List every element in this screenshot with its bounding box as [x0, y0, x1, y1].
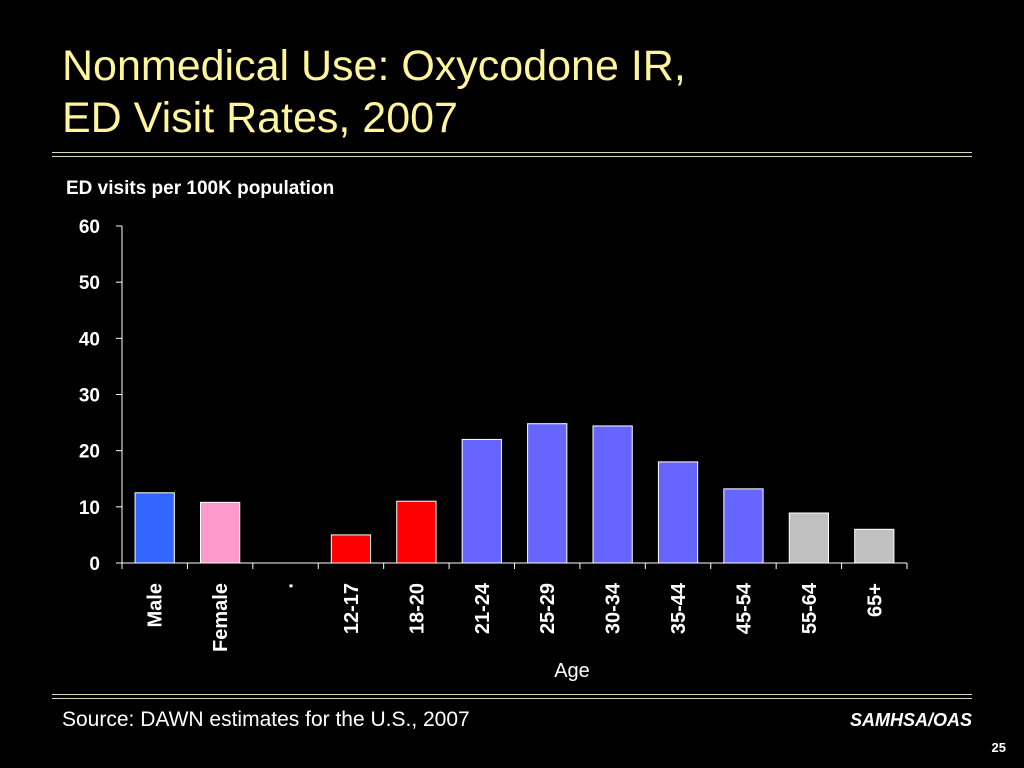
- bar-18-20: [396, 500, 437, 564]
- y-tick-label: 60: [79, 217, 100, 238]
- slide-title-line-2: ED Visit Rates, 2007: [62, 94, 458, 142]
- y-axis-label: ED visits per 100K population: [66, 178, 334, 199]
- bar-chart: ED visits per 100K population 0 10 20 30 40 5…: [66, 178, 908, 682]
- x-tick-label: Female: [210, 583, 232, 652]
- x-tick-label: Male: [145, 583, 167, 627]
- x-tick-label: 25-29: [537, 583, 559, 634]
- page-number: 25: [991, 740, 1006, 755]
- y-tick-label: 40: [79, 329, 100, 350]
- bar-25-29: [527, 423, 568, 564]
- x-tick-label: 65+: [864, 583, 886, 617]
- bar-35-44: [657, 461, 699, 564]
- slide-title: Nonmedical Use: Oxycodone IR, ED Visit R…: [62, 40, 686, 144]
- bar-12-17: [330, 534, 372, 564]
- org-label: SAMHSA/OAS: [849, 710, 972, 730]
- x-tick-label: 35-44: [668, 582, 690, 634]
- y-tick-label: 30: [79, 386, 100, 407]
- y-tick-label: 20: [79, 442, 100, 463]
- source-note: Source: DAWN estimates for the U.S., 200…: [62, 708, 470, 731]
- bar-female: [200, 501, 241, 564]
- y-tick-label: 0: [89, 554, 100, 575]
- bar-male: [134, 492, 175, 564]
- x-axis-label: Age: [554, 660, 590, 682]
- x-tick-label: 55-64: [799, 582, 821, 634]
- x-tick-label: 18-20: [406, 583, 428, 634]
- x-tick-label: 30-34: [603, 582, 625, 634]
- x-tick-label: .: [276, 583, 298, 589]
- bar-21-24: [461, 438, 502, 564]
- x-tick-label: 12-17: [341, 583, 363, 634]
- bar-55-64: [788, 512, 829, 564]
- x-tick-label: 45-54: [733, 582, 755, 634]
- footer-divider: [52, 694, 972, 699]
- y-tick-label: 10: [79, 498, 100, 519]
- chart-marks: 0 10 20 30 40 50 60 Male Female. 12-17 18-20 21-24 2…: [79, 217, 908, 652]
- title-divider: [52, 152, 972, 157]
- bar-45-54: [723, 488, 764, 564]
- x-tick-label: 21-24: [472, 582, 494, 634]
- bar-30-34: [592, 425, 633, 564]
- bar-65-: [854, 528, 895, 564]
- slide-title-line-1: Nonmedical Use: Oxycodone IR,: [62, 42, 686, 90]
- y-tick-label: 50: [79, 273, 100, 294]
